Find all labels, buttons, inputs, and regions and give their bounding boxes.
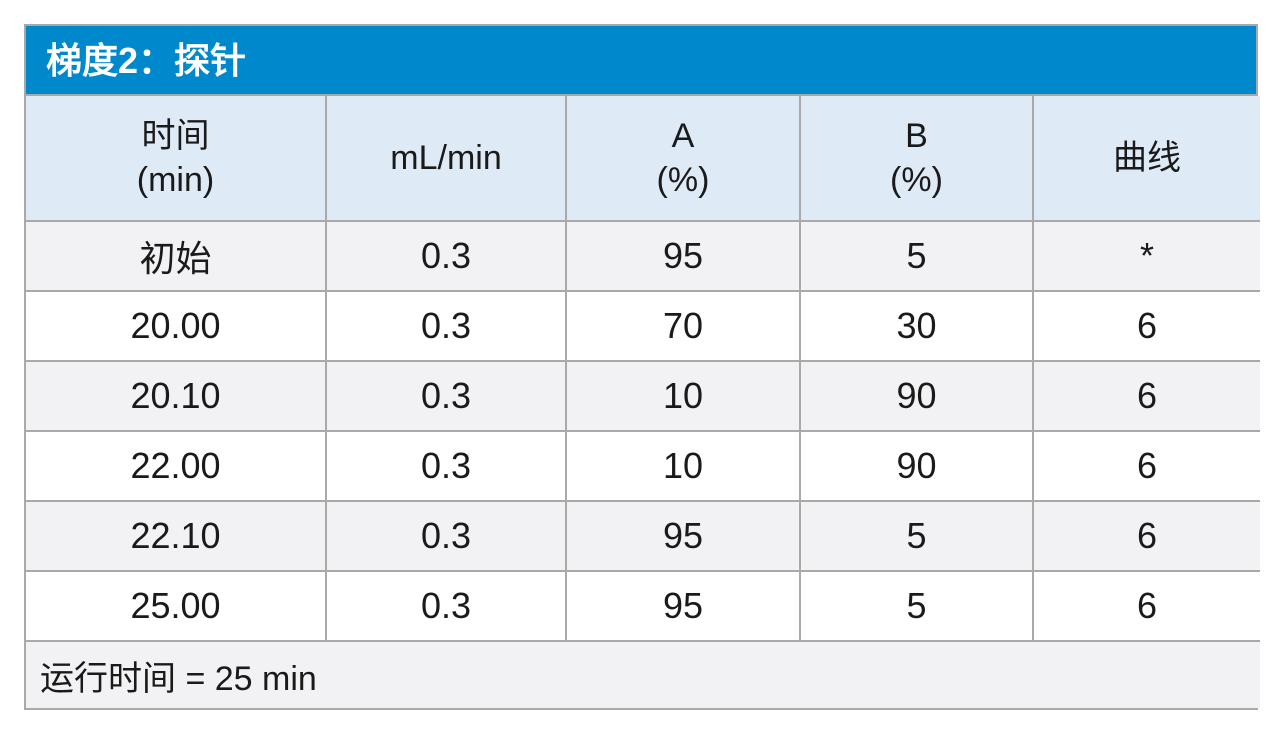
cell-time: 初始 (26, 220, 327, 292)
cell-b: 90 (799, 360, 1034, 432)
header-b-unit: (%) (890, 161, 943, 199)
header-curve: 曲线 (1032, 96, 1260, 222)
header-a-unit: (%) (656, 161, 710, 199)
cell-b: 5 (799, 500, 1034, 572)
header-a-label: A (671, 117, 695, 155)
cell-a: 95 (565, 220, 801, 292)
cell-curve: 6 (1032, 360, 1260, 432)
table-row: 20.10 0.3 10 90 6 (26, 360, 1260, 432)
table-row: 22.10 0.3 95 5 6 (26, 500, 1260, 572)
cell-flow: 0.3 (325, 570, 567, 642)
cell-a: 10 (565, 360, 801, 432)
cell-time: 22.00 (26, 430, 327, 502)
header-time: 时间 (min) (26, 96, 327, 222)
cell-time: 20.00 (26, 290, 327, 362)
cell-curve: 6 (1032, 500, 1260, 572)
header-row: 时间 (min) mL/min A (%) B (%) 曲线 (26, 96, 1260, 222)
header-b: B (%) (799, 96, 1034, 222)
cell-a: 95 (565, 500, 801, 572)
cell-a: 70 (565, 290, 801, 362)
cell-flow: 0.3 (325, 360, 567, 432)
gradient-grid: 时间 (min) mL/min A (%) B (%) 曲线 (26, 96, 1260, 708)
header-a: A (%) (565, 96, 801, 222)
cell-flow: 0.3 (325, 500, 567, 572)
cell-curve: 6 (1032, 430, 1260, 502)
cell-time: 22.10 (26, 500, 327, 572)
run-time-note: 运行时间 = 25 min (26, 640, 1260, 708)
cell-a: 10 (565, 430, 801, 502)
header-time-unit: (min) (136, 161, 215, 199)
cell-time: 25.00 (26, 570, 327, 642)
cell-a: 95 (565, 570, 801, 642)
cell-b: 90 (799, 430, 1034, 502)
cell-b: 5 (799, 220, 1034, 292)
cell-flow: 0.3 (325, 220, 567, 292)
header-flow-label: mL/min (390, 139, 502, 177)
cell-flow: 0.3 (325, 430, 567, 502)
cell-flow: 0.3 (325, 290, 567, 362)
cell-curve: 6 (1032, 290, 1260, 362)
cell-b: 30 (799, 290, 1034, 362)
table-row: 25.00 0.3 95 5 6 (26, 570, 1260, 642)
cell-curve: * (1032, 220, 1260, 292)
footer-row: 运行时间 = 25 min (26, 640, 1260, 708)
table-row: 初始 0.3 95 5 * (26, 220, 1260, 292)
header-curve-label: 曲线 (1113, 139, 1181, 177)
header-flow: mL/min (325, 96, 567, 222)
cell-curve: 6 (1032, 570, 1260, 642)
header-b-label: B (905, 117, 928, 155)
gradient-table: 梯度2：探针 时间 (min) mL/min A (%) B (%) (24, 24, 1260, 710)
table-row: 20.00 0.3 70 30 6 (26, 290, 1260, 362)
table-row: 22.00 0.3 10 90 6 (26, 430, 1260, 502)
header-time-label: 时间 (141, 117, 210, 155)
cell-time: 20.10 (26, 360, 327, 432)
cell-b: 5 (799, 570, 1034, 642)
table-title: 梯度2：探针 (26, 26, 1256, 96)
